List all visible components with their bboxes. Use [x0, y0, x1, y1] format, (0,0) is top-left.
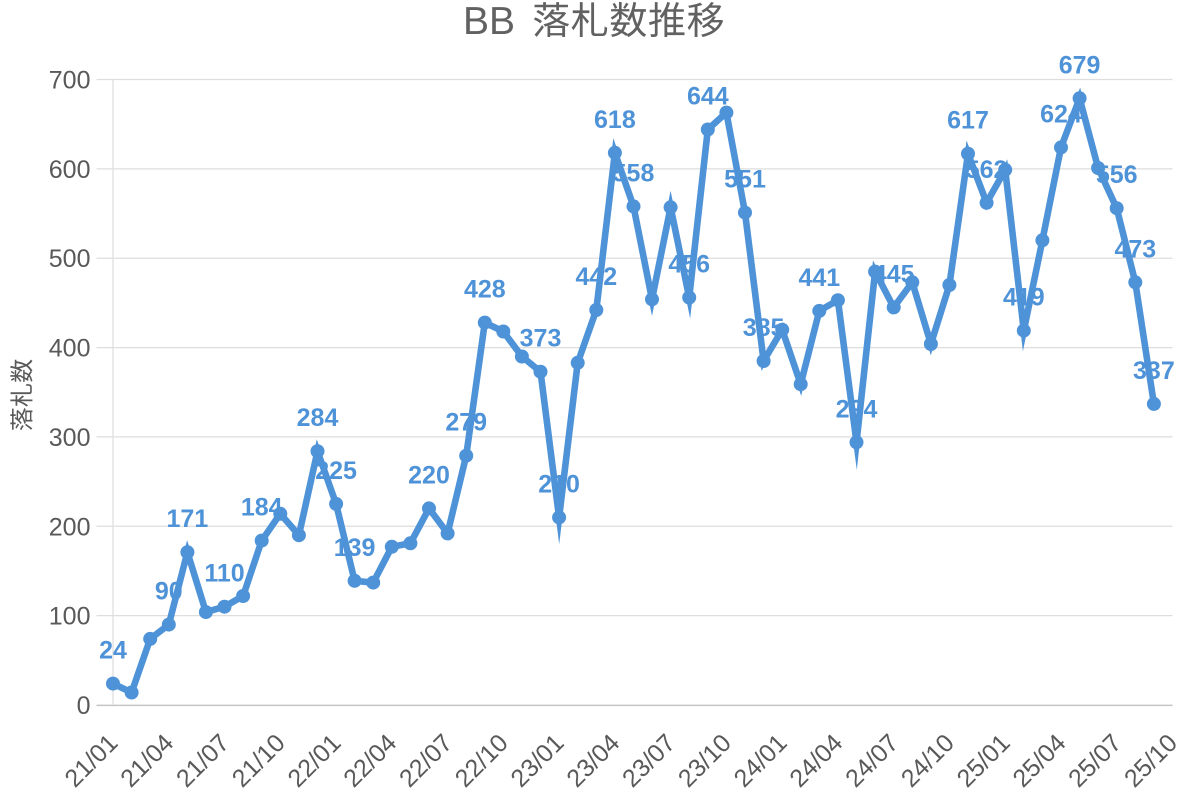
svg-text:139: 139 — [334, 534, 376, 562]
svg-text:551: 551 — [724, 166, 766, 194]
svg-text:110: 110 — [204, 560, 244, 588]
svg-text:200: 200 — [49, 513, 91, 541]
svg-text:225: 225 — [315, 457, 357, 485]
svg-text:445: 445 — [873, 260, 915, 288]
svg-text:556: 556 — [1096, 161, 1138, 189]
svg-text:294: 294 — [836, 395, 878, 423]
svg-text:284: 284 — [297, 404, 339, 432]
svg-text:400: 400 — [49, 335, 91, 363]
svg-text:679: 679 — [1059, 51, 1101, 79]
svg-text:558: 558 — [613, 159, 655, 187]
svg-text:100: 100 — [49, 603, 91, 631]
svg-text:0: 0 — [77, 692, 91, 720]
svg-text:441: 441 — [798, 264, 840, 292]
svg-text:385: 385 — [743, 314, 785, 342]
svg-text:442: 442 — [575, 263, 617, 291]
svg-text:600: 600 — [49, 156, 91, 184]
svg-text:617: 617 — [947, 107, 989, 135]
svg-text:624: 624 — [1040, 100, 1082, 128]
svg-text:373: 373 — [520, 325, 562, 353]
svg-text:456: 456 — [668, 251, 710, 279]
svg-text:BB: BB — [463, 0, 515, 43]
svg-text:500: 500 — [49, 245, 91, 273]
svg-text:618: 618 — [594, 106, 636, 134]
svg-text:428: 428 — [464, 276, 506, 304]
svg-text:562: 562 — [966, 156, 1008, 184]
svg-text:419: 419 — [1003, 284, 1045, 312]
svg-text:300: 300 — [49, 424, 91, 452]
svg-text:700: 700 — [49, 67, 91, 95]
svg-text:184: 184 — [241, 494, 283, 522]
svg-text:90: 90 — [155, 578, 183, 606]
svg-text:210: 210 — [538, 470, 580, 498]
svg-text:473: 473 — [1114, 235, 1156, 263]
svg-text:171: 171 — [167, 505, 209, 533]
svg-text:24: 24 — [99, 637, 127, 665]
svg-text:220: 220 — [408, 461, 450, 489]
svg-text:279: 279 — [445, 409, 487, 437]
svg-text:337: 337 — [1133, 357, 1175, 385]
svg-text:644: 644 — [687, 83, 729, 111]
